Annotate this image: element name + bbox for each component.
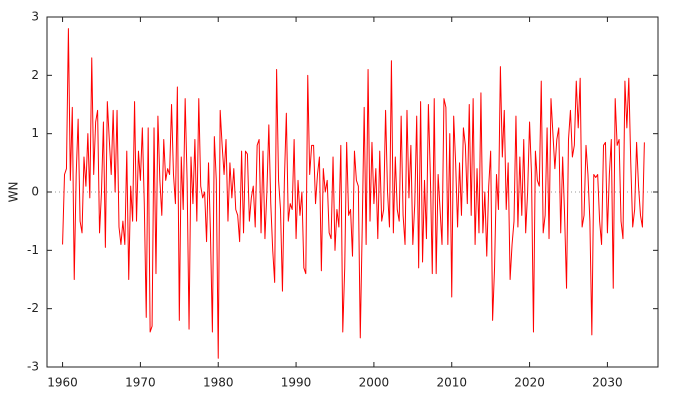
plot-frame bbox=[46, 16, 659, 368]
x-tick-label: 2020 bbox=[514, 376, 545, 390]
x-tick-label: 1990 bbox=[281, 376, 312, 390]
y-tick-label: 3 bbox=[31, 10, 39, 24]
x-tick-label: 2010 bbox=[436, 376, 467, 390]
y-tick-label: -3 bbox=[27, 360, 39, 374]
x-tick-label: 2030 bbox=[592, 376, 623, 390]
y-tick-label: 2 bbox=[31, 68, 39, 82]
data-line bbox=[62, 28, 645, 359]
x-tick-label: 1980 bbox=[203, 376, 234, 390]
y-tick-label: -2 bbox=[27, 301, 39, 315]
x-tick-label: 1960 bbox=[47, 376, 78, 390]
y-tick-label: -1 bbox=[27, 243, 39, 257]
x-tick-label: 1970 bbox=[125, 376, 156, 390]
y-tick-label: 1 bbox=[31, 126, 39, 140]
y-tick-label: 0 bbox=[31, 185, 39, 199]
x-tick-label: 2000 bbox=[359, 376, 390, 390]
y-axis-label: WN bbox=[7, 182, 21, 203]
